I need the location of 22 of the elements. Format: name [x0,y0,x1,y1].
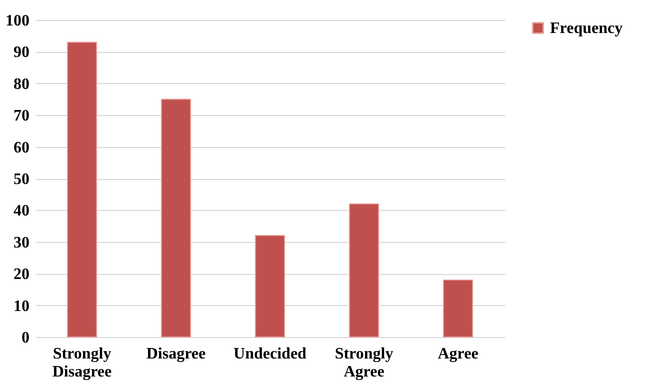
y-tick-label: 100 [6,12,30,30]
y-tick-label: 40 [14,202,30,220]
y-tick-label: 60 [14,139,30,156]
y-tick-label: 0 [22,330,30,346]
bar [254,235,286,338]
y-tick-label: 10 [14,298,30,315]
x-tick-label: Undecided [234,346,307,362]
x-tick-label: Agree [438,346,478,362]
x-tick-label: Disagree [146,346,206,362]
bar [160,98,192,338]
legend-label: Frequency [550,20,623,37]
y-tick-label: 20 [14,266,30,284]
bar [348,203,380,338]
x-tick-label: Strongly Disagree [52,346,112,380]
y-tick-label: 70 [14,108,30,125]
y-tick-label: 30 [14,234,30,252]
y-tick-label: 80 [14,76,30,93]
bar [66,42,98,338]
x-tick-label: Strongly Agree [334,346,394,380]
y-tick-label: 90 [14,44,30,62]
bar [442,279,474,338]
y-tick-label: 50 [14,171,30,188]
